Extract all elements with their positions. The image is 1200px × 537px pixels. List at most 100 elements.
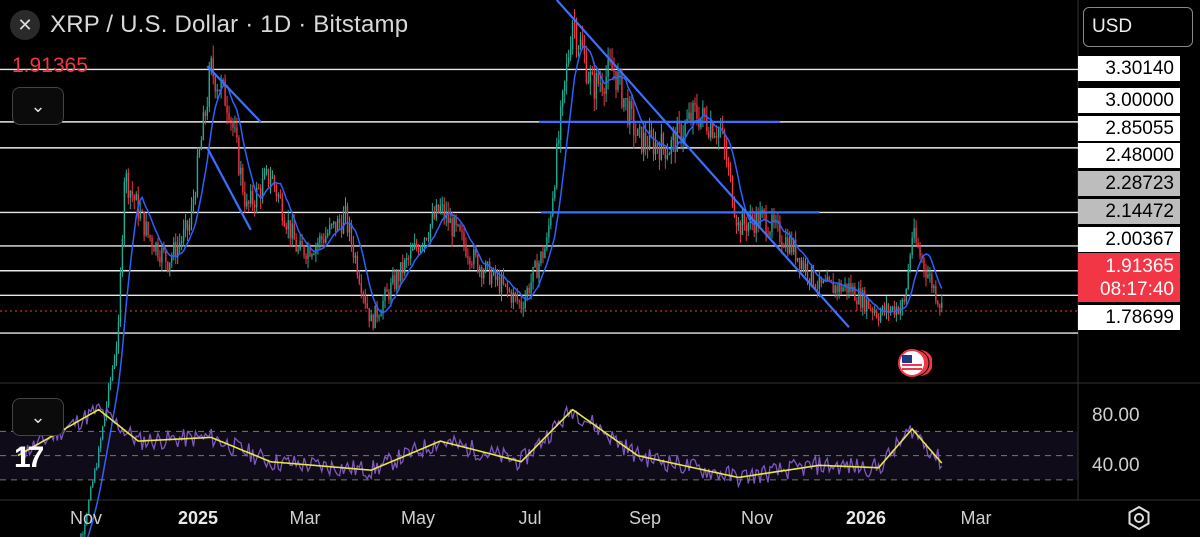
candle-body [672,133,674,140]
candle-body [441,204,443,206]
candle-body [111,368,114,380]
candle-body [820,276,823,284]
candle-body [421,245,424,247]
candle-body [384,289,386,301]
moving-average-line [87,44,943,537]
candle-body [615,71,617,90]
candle-body [113,359,116,369]
candle-body [348,223,351,233]
candle-body [238,137,240,175]
candle-body [265,169,268,173]
candle-body [830,280,832,282]
candle-body [937,301,939,305]
candle-body [603,91,605,94]
candle-body [406,258,408,260]
candle-body [319,236,321,243]
candle-body [293,223,295,240]
candle-body [644,132,647,146]
candle-body [307,246,309,260]
candle-body [528,288,530,293]
candle-body [459,224,461,231]
candle-body [840,282,842,292]
candle-body [927,274,929,278]
candle-body [694,102,696,105]
candle-body [109,379,112,385]
candle-body [451,218,453,237]
candle-body [769,232,771,235]
candle-body [520,301,522,309]
candle-body [540,251,542,264]
candle-body [297,249,299,252]
candle-body [500,276,503,293]
candle-body [727,163,730,168]
candle-body [131,190,133,196]
candle-body [350,223,353,244]
candle-body [785,237,787,248]
candle-body [885,304,888,313]
candle-body [492,268,495,275]
candle-body [362,292,364,296]
currency-select[interactable]: USD [1083,7,1193,47]
candle-body [812,265,815,286]
candle-body [457,224,459,226]
candle-body [696,104,698,119]
candle-body [881,305,884,313]
candle-body [344,205,347,215]
candle-body [177,245,179,258]
candle-body [518,300,520,302]
candle-body [550,215,552,226]
flag-icon[interactable] [896,345,932,381]
candle-body [625,98,627,100]
candle-body [879,312,882,321]
gear-icon[interactable] [1126,505,1152,531]
candle-body [854,286,856,301]
candle-body [242,167,244,192]
rsi-line [17,402,943,489]
candle-body [731,176,734,206]
candle-body [808,278,811,283]
candle-body [214,76,216,92]
price-level-label: 2.85055 [1078,116,1180,141]
candle-body [210,58,212,71]
candle-body [828,277,830,281]
candle-body [806,263,809,279]
time-axis-label: May [400,508,436,528]
candle-body [723,131,726,148]
candle-body [325,235,327,243]
chevron-down-icon[interactable]: ⌄ [12,87,64,125]
candle-body [623,98,625,108]
candle-body [261,178,264,199]
candle-body [483,271,485,279]
candle-body [188,224,191,231]
candle-body [285,226,287,230]
candle-body [151,237,153,247]
price-level-label: 3.00000 [1078,88,1180,113]
candle-body [589,72,592,82]
candle-body [877,317,880,321]
candle-body [135,194,137,201]
candle-body [218,89,220,91]
candle-body [654,142,657,155]
candle-body [303,246,305,256]
candle-body [767,233,769,235]
candle-body [935,285,937,302]
candle-body [856,300,858,305]
chevron-down-icon[interactable]: ⌄ [12,398,64,436]
candle-body [862,290,864,308]
candle-body [583,47,586,55]
candle-body [635,135,637,137]
candle-body [660,133,663,160]
candle-body [101,426,104,440]
candle-body [889,309,892,313]
candle-body [569,49,572,58]
candle-body [323,239,325,243]
candle-body [607,59,609,77]
candle-body [100,439,102,449]
x-icon[interactable]: ✕ [10,10,40,40]
candle-body [793,239,795,253]
candle-body [338,218,341,223]
candle-body [475,248,477,256]
candle-body [591,72,593,75]
candle-body [311,254,313,257]
